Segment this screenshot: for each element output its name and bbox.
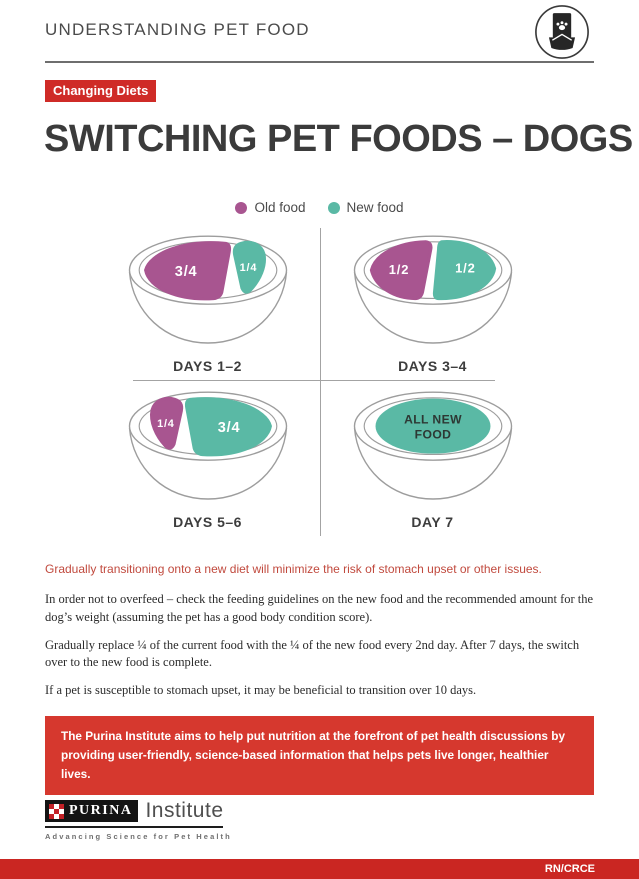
grid-divider-vertical xyxy=(319,228,321,536)
purina-brand-name: PURINA xyxy=(69,803,133,818)
fraction-label-new: 1/2 xyxy=(455,261,475,276)
body-paragraph-2: Gradually replace ¼ of the current food … xyxy=(45,637,580,670)
bowl-day-7: ALL NEW FOOD xyxy=(353,391,512,500)
institute-label: Institute xyxy=(145,799,224,822)
fraction-label-new: 1/4 xyxy=(239,262,257,274)
fraction-label-old: 3/4 xyxy=(174,264,197,280)
footer-red-bar: RN/CRCE xyxy=(0,859,639,879)
purina-institute-callout: The Purina Institute aims to help put nu… xyxy=(45,716,594,796)
food-legend: Old food New food xyxy=(0,200,639,215)
body-paragraph-1: In order not to overfeed – check the fee… xyxy=(45,592,594,624)
logo-underline xyxy=(45,826,223,828)
bowl-diagram-grid: 3/4 1/4 DAYS 1–2 1/2 1/2 DAYS 3–4 xyxy=(95,224,545,536)
fraction-label-new: 3/4 xyxy=(217,420,240,436)
old-food-dot-icon xyxy=(235,201,248,214)
bowl-days-1-2: 3/4 1/4 xyxy=(128,235,287,344)
bowl-cell-day-7: ALL NEW FOOD DAY 7 xyxy=(320,380,545,536)
bowl-days-3-4: 1/2 1/2 xyxy=(353,235,512,344)
bowl-cell-days-1-2: 3/4 1/4 DAYS 1–2 xyxy=(95,224,320,380)
legend-label-old: Old food xyxy=(254,200,306,215)
body-paragraph-3: If a pet is susceptible to stomach upset… xyxy=(45,683,477,697)
purina-institute-logo: PURINA Institute Advancing Science for P… xyxy=(45,799,232,841)
bowl-cell-days-3-4: 1/2 1/2 DAYS 3–4 xyxy=(320,224,545,380)
bowl-caption: DAY 7 xyxy=(411,514,454,530)
pet-food-bag-icon xyxy=(535,5,589,59)
new-food-dot-icon xyxy=(327,201,340,214)
page-title: SWITCHING PET FOODS – DOGS xyxy=(44,118,633,160)
legend-item-old-food: Old food xyxy=(235,200,306,215)
grid-divider-horizontal xyxy=(133,379,495,381)
logo-tagline: Advancing Science for Pet Health xyxy=(45,832,232,841)
fraction-label-old: 1/2 xyxy=(388,262,408,277)
purina-wordmark-box: PURINA xyxy=(45,800,139,822)
callout-line-2: providing user-friendly, science-based i… xyxy=(61,748,549,782)
bowl-cell-days-5-6: 1/4 3/4 DAYS 5–6 xyxy=(95,380,320,536)
bowl-caption: DAYS 3–4 xyxy=(398,358,467,374)
footer-code: RN/CRCE xyxy=(544,863,595,875)
purina-checkerboard-icon xyxy=(49,803,64,819)
body-text: In order not to overfeed – check the fee… xyxy=(45,591,597,710)
bowl-days-5-6: 1/4 3/4 xyxy=(128,391,287,500)
legend-item-new-food: New food xyxy=(327,200,404,215)
bowl-caption: DAYS 1–2 xyxy=(173,358,242,374)
all-new-food-line-2: FOOD xyxy=(414,427,451,441)
callout-line-1: The Purina Institute aims to help put nu… xyxy=(61,729,566,743)
header-title: UNDERSTANDING PET FOOD xyxy=(45,20,310,39)
fraction-label-old: 1/4 xyxy=(157,418,175,430)
bowl-caption: DAYS 5–6 xyxy=(173,514,242,530)
all-new-food-line-1: ALL NEW xyxy=(404,413,462,427)
legend-label-new: New food xyxy=(346,200,404,215)
changing-diets-badge: Changing Diets xyxy=(45,80,157,102)
lead-sentence: Gradually transitioning onto a new diet … xyxy=(45,562,542,576)
header-divider xyxy=(45,61,594,63)
